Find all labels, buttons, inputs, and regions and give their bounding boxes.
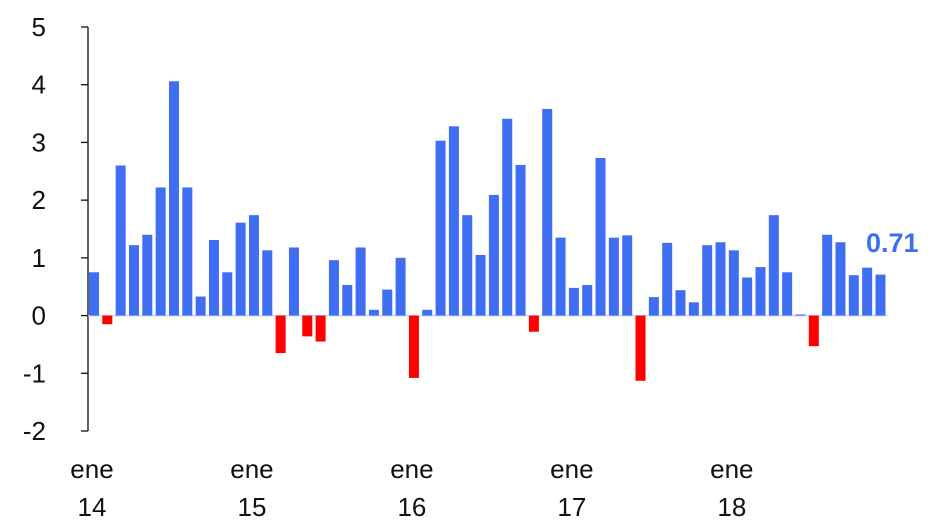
bars <box>89 81 886 381</box>
bar-negative <box>408 315 419 378</box>
x-tick-year: 14 <box>78 492 107 522</box>
y-tick-label: 3 <box>32 127 46 157</box>
bar-positive <box>608 237 619 316</box>
bar-positive <box>222 272 233 316</box>
bar-positive <box>555 237 566 316</box>
x-tick-month: ene <box>390 454 433 484</box>
bar-negative <box>808 315 819 347</box>
x-tick-year: 18 <box>717 492 746 522</box>
bar-positive <box>688 302 699 316</box>
bar-positive <box>795 314 806 316</box>
y-axis: 5 4 3 2 1 0 -1 -2 <box>23 12 888 446</box>
bar-positive <box>448 126 459 316</box>
bar-positive <box>542 108 553 316</box>
bar-positive <box>648 297 659 316</box>
bar-positive <box>662 242 673 316</box>
bar-negative <box>275 315 286 354</box>
bar-positive <box>488 194 499 316</box>
bar-positive <box>848 275 859 316</box>
bar-positive <box>368 309 379 316</box>
bar-positive <box>155 187 166 316</box>
bar-positive <box>875 274 886 316</box>
x-tick-year: 16 <box>397 492 426 522</box>
bar-positive <box>262 250 273 316</box>
bar-positive <box>235 222 246 316</box>
bar-positive <box>435 140 446 316</box>
bar-positive <box>288 247 299 316</box>
bar-positive <box>862 267 873 316</box>
bar-positive <box>502 118 513 316</box>
bar-positive <box>328 260 339 316</box>
bar-positive <box>89 272 99 316</box>
y-tick-label: 1 <box>32 243 46 273</box>
bar-positive <box>168 81 179 316</box>
bar-positive <box>835 242 846 316</box>
y-tick-label: -2 <box>23 416 46 446</box>
bar-positive <box>675 290 686 316</box>
bar-positive <box>182 187 193 316</box>
bar-positive <box>195 296 206 316</box>
last-value-label: 0.71 <box>866 228 919 258</box>
bar-positive <box>822 234 833 316</box>
bar-positive <box>462 215 473 316</box>
bar-positive <box>568 287 579 316</box>
bar-positive <box>395 257 406 316</box>
bar-positive <box>782 272 793 316</box>
bar-negative <box>528 315 539 332</box>
bar-positive <box>715 242 726 316</box>
x-tick-year: 17 <box>557 492 586 522</box>
bar-positive <box>248 215 259 316</box>
bar-positive <box>342 284 353 316</box>
bar-positive <box>595 158 606 316</box>
bar-positive <box>582 284 593 316</box>
bar-positive <box>382 289 393 316</box>
bar-negative <box>635 315 646 381</box>
bar-negative <box>102 315 113 325</box>
bar-positive <box>128 245 139 316</box>
x-tick-month: ene <box>230 454 273 484</box>
bar-positive <box>768 215 779 316</box>
bar-positive <box>515 164 526 316</box>
bar-positive <box>742 277 753 316</box>
bar-positive <box>208 239 219 316</box>
bar-negative <box>315 315 326 342</box>
bar-positive <box>702 245 713 316</box>
bar-positive <box>475 254 486 316</box>
x-tick-month: ene <box>550 454 593 484</box>
y-tick-label: 5 <box>32 12 46 42</box>
x-tick-month: ene <box>710 454 753 484</box>
bar-positive <box>142 234 153 316</box>
x-axis: ene 14 ene 15 ene 16 ene 17 ene 18 <box>70 454 753 522</box>
bar-positive <box>622 235 633 316</box>
y-tick-label: -1 <box>23 358 46 388</box>
bar-positive <box>755 267 766 316</box>
bar-positive <box>115 165 126 316</box>
x-tick-month: ene <box>70 454 113 484</box>
bar-positive <box>422 309 433 316</box>
y-tick-label: 0 <box>32 301 46 331</box>
bar-positive <box>728 250 739 316</box>
x-tick-year: 15 <box>237 492 266 522</box>
bar-positive <box>355 247 366 316</box>
y-tick-label: 4 <box>32 70 46 100</box>
bar-negative <box>302 315 313 337</box>
y-tick-label: 2 <box>32 185 46 215</box>
